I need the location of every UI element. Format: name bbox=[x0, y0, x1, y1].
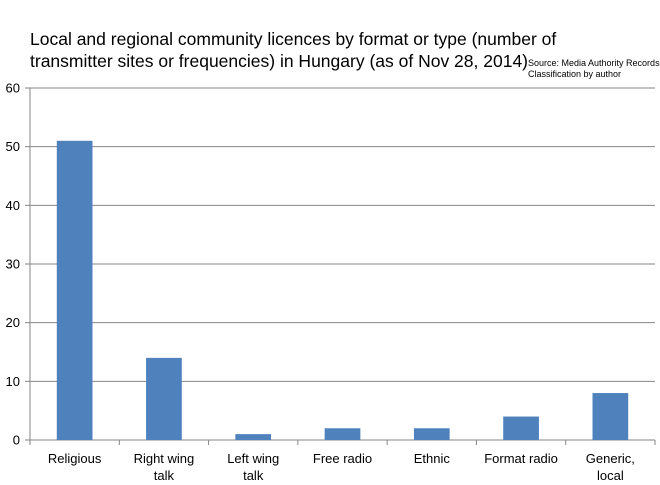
x-category-label: Right wing talk bbox=[134, 451, 195, 483]
y-tick-label: 50 bbox=[6, 139, 20, 154]
x-category-label: Religious bbox=[48, 451, 102, 466]
x-category-label: Free radio bbox=[313, 451, 372, 466]
bar bbox=[503, 416, 539, 440]
y-tick-label: 0 bbox=[13, 433, 20, 448]
chart-title: Local and regional community licences by… bbox=[30, 29, 557, 71]
source-line: Source: Media Authority Records bbox=[528, 58, 660, 68]
y-tick-label: 60 bbox=[6, 81, 20, 96]
bar bbox=[324, 428, 361, 440]
x-category-label: Ethnic bbox=[414, 451, 451, 466]
bar bbox=[592, 393, 629, 440]
bar bbox=[413, 428, 450, 440]
y-tick-label: 10 bbox=[6, 374, 20, 389]
y-tick-label: 40 bbox=[6, 198, 20, 213]
x-category-label: Left wing talk bbox=[227, 451, 279, 483]
source-note: Source: Media Authority Records Classifi… bbox=[528, 58, 660, 80]
y-tick-label: 30 bbox=[6, 257, 20, 272]
x-category-label: Format radio bbox=[484, 451, 558, 466]
bar bbox=[235, 434, 272, 440]
bar bbox=[146, 357, 182, 440]
classification-line: Classification by author bbox=[528, 69, 622, 79]
y-tick-label: 20 bbox=[6, 315, 20, 330]
x-category-label: Generic, local bbox=[586, 451, 635, 483]
bar bbox=[56, 140, 93, 441]
